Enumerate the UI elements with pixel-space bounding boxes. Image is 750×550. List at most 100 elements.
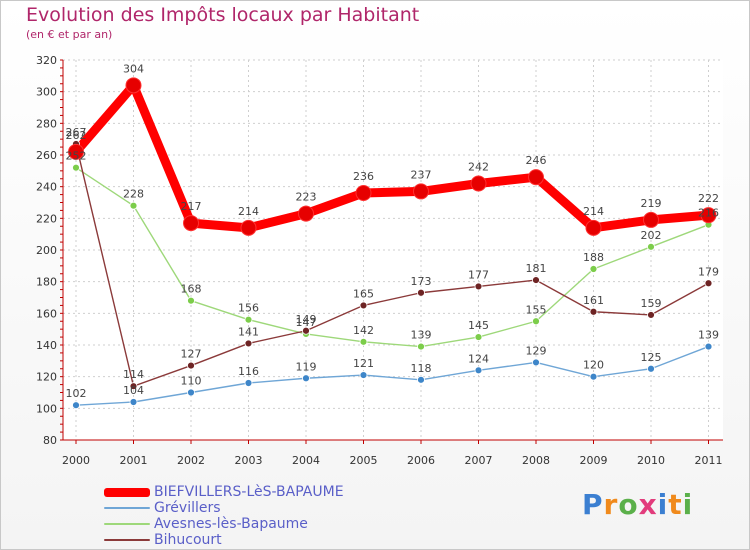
series-line-2: [75, 166, 710, 348]
data-point-0: [528, 169, 544, 186]
y-tick-label: 180: [36, 276, 57, 289]
data-label-1: 124: [468, 352, 489, 365]
data-label-2: 252: [66, 150, 87, 163]
data-point-2: [72, 163, 80, 172]
data-point-0: [470, 175, 487, 192]
data-label-2: 139: [411, 329, 432, 342]
legend-swatch: [104, 523, 150, 525]
y-tick-label: 160: [36, 307, 57, 320]
data-label-3: 173: [411, 275, 432, 288]
data-label-1: 102: [66, 387, 87, 400]
data-point-2: [474, 333, 483, 341]
series-line-3: [75, 143, 710, 387]
data-label-3: 267: [66, 126, 87, 139]
data-point-2: [129, 201, 138, 210]
data-point-3: [417, 288, 425, 297]
x-tick-label: 2006: [407, 454, 435, 467]
data-label-3: 179: [698, 265, 719, 278]
data-point-2: [244, 315, 253, 324]
data-point-3: [647, 311, 655, 319]
legend: BIEFVILLERS-LèS-BAPAUME Grévillers Avesnes…: [104, 484, 344, 548]
data-label-0: 217: [181, 200, 202, 213]
data-point-1: [302, 374, 310, 383]
data-label-3: 141: [238, 325, 259, 338]
legend-swatch: [104, 507, 150, 509]
data-label-2: 216: [698, 207, 719, 220]
data-label-0: 304: [123, 62, 144, 75]
data-point-2: [589, 265, 598, 273]
y-tick-label: 320: [36, 54, 57, 67]
y-tick-label: 80: [43, 434, 57, 447]
data-point-1: [474, 366, 483, 375]
data-point-1: [589, 372, 598, 381]
x-tick-label: 2005: [350, 454, 378, 467]
data-label-3: 165: [353, 287, 374, 300]
x-tick-label: 2000: [62, 454, 90, 467]
proxiti-logo: Proxiti: [582, 488, 694, 521]
data-label-3: 181: [526, 262, 547, 275]
chart-subtitle: (en € et par an): [26, 28, 113, 41]
data-label-2: 145: [468, 319, 489, 332]
data-point-3: [187, 361, 195, 370]
data-label-1: 139: [698, 329, 719, 342]
data-point-1: [417, 375, 425, 384]
legend-item: Grévillers: [104, 500, 344, 516]
data-point-0: [240, 219, 257, 236]
data-point-3: [589, 307, 598, 316]
data-point-1: [72, 401, 80, 410]
data-label-0: 242: [468, 161, 489, 174]
data-label-1: 129: [526, 344, 547, 357]
legend-item: BIEFVILLERS-LèS-BAPAUME: [104, 484, 344, 500]
x-tick-label: 2010: [637, 454, 665, 467]
data-label-2: 142: [353, 324, 374, 337]
data-label-2: 147: [296, 316, 317, 329]
data-label-0: 223: [296, 191, 317, 204]
legend-label: Bihucourt: [154, 532, 222, 548]
data-point-3: [302, 326, 310, 335]
data-label-1: 121: [353, 357, 374, 370]
legend-swatch: [104, 539, 150, 541]
data-label-2: 188: [583, 251, 604, 264]
data-point-2: [187, 296, 195, 305]
data-label-1: 104: [123, 384, 144, 397]
data-point-3: [129, 382, 138, 391]
data-point-0: [125, 77, 142, 94]
data-point-3: [474, 282, 483, 291]
data-label-2: 168: [181, 283, 202, 296]
x-tick-label: 2003: [235, 454, 263, 467]
data-label-3: 159: [641, 297, 662, 310]
data-point-0: [355, 185, 372, 201]
data-label-0: 222: [698, 192, 719, 205]
data-label-0: 262: [66, 129, 87, 142]
data-label-2: 228: [123, 188, 144, 201]
data-label-2: 155: [526, 303, 547, 316]
data-point-0: [298, 205, 314, 222]
data-point-2: [417, 342, 425, 351]
data-point-3: [244, 339, 253, 348]
data-label-0: 237: [411, 168, 432, 181]
x-tick-label: 2004: [292, 454, 320, 467]
data-label-0: 236: [353, 170, 374, 183]
x-tick-label: 2007: [465, 454, 493, 467]
y-tick-label: 240: [36, 181, 57, 194]
data-label-1: 120: [583, 359, 604, 372]
x-tick-label: 2009: [580, 454, 608, 467]
data-point-1: [647, 364, 655, 373]
data-point-0: [183, 215, 199, 232]
chart-title: Evolution des Impôts locaux par Habitant: [26, 4, 420, 26]
data-point-2: [532, 317, 540, 326]
legend-label: BIEFVILLERS-LèS-BAPAUME: [154, 484, 344, 500]
x-tick-label: 2011: [695, 454, 723, 467]
data-point-3: [704, 279, 713, 288]
x-tick-label: 2002: [177, 454, 205, 467]
y-tick-label: 120: [36, 371, 57, 384]
data-label-2: 156: [238, 302, 259, 315]
data-label-3: 127: [181, 348, 202, 361]
data-label-0: 214: [583, 205, 604, 218]
x-tick-label: 2001: [120, 454, 148, 467]
data-label-0: 246: [526, 154, 547, 167]
data-point-1: [532, 358, 540, 367]
data-point-0: [700, 207, 717, 224]
data-point-1: [187, 388, 195, 397]
data-point-2: [359, 337, 368, 346]
